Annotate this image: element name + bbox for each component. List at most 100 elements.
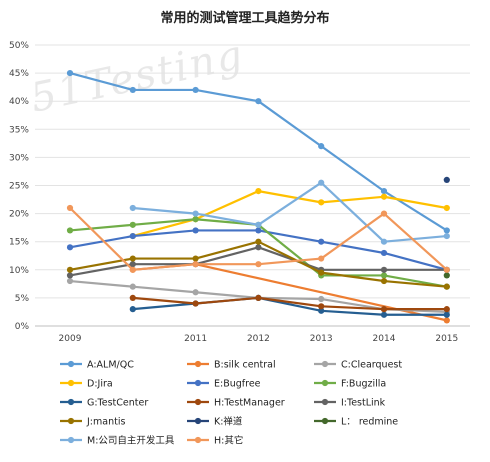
legend-label: B:silk central bbox=[214, 360, 276, 371]
legend-item: E:Bugfree bbox=[187, 379, 261, 390]
legend-item: A:ALM/QC bbox=[60, 360, 134, 371]
data-point bbox=[129, 232, 136, 240]
data-point bbox=[380, 193, 388, 200]
data-point bbox=[443, 204, 450, 212]
series-line bbox=[132, 181, 447, 243]
x-tick-label: 2015 bbox=[435, 334, 458, 344]
legend-label: I:TestLink bbox=[341, 398, 386, 409]
x-tick-label: 2012 bbox=[247, 334, 270, 344]
x-tick-label: 2011 bbox=[184, 334, 207, 344]
legend-swatch-marker bbox=[194, 417, 202, 425]
data-point bbox=[129, 261, 136, 268]
data-point bbox=[318, 143, 325, 150]
data-point bbox=[380, 238, 388, 245]
legend-item: F:Bugzilla bbox=[314, 379, 386, 390]
data-point bbox=[129, 266, 136, 273]
data-point bbox=[380, 277, 388, 285]
series-7 bbox=[129, 294, 450, 313]
data-point bbox=[443, 306, 450, 313]
series-12 bbox=[129, 179, 450, 245]
legend-swatch-marker bbox=[321, 379, 329, 387]
legend-swatch-marker bbox=[194, 436, 202, 444]
data-point bbox=[192, 261, 199, 268]
data-point bbox=[129, 283, 136, 290]
series-layer bbox=[66, 70, 450, 324]
legend-item: B:silk central bbox=[187, 360, 276, 371]
y-tick-label: 10% bbox=[9, 266, 29, 276]
data-point bbox=[192, 255, 199, 262]
legend-label: F:Bugzilla bbox=[341, 379, 386, 390]
data-point bbox=[318, 238, 325, 245]
data-point bbox=[66, 227, 74, 234]
data-point bbox=[255, 261, 262, 268]
legend-item: L： redmine bbox=[314, 417, 398, 428]
y-tick-label: 25% bbox=[9, 182, 29, 192]
x-tick-label: 2014 bbox=[373, 334, 396, 344]
series-line bbox=[132, 296, 447, 316]
data-point bbox=[318, 307, 325, 314]
legend-label: K:禅道 bbox=[214, 416, 243, 428]
legend-item: J:mantis bbox=[60, 417, 125, 428]
data-point bbox=[255, 238, 262, 245]
legend-item: H:TestManager bbox=[187, 398, 285, 409]
y-axis-ticks: 0% 5% 10% 15% 20% 25% 30% 35% 40% 45% 50% bbox=[9, 41, 29, 332]
legend-swatch-marker bbox=[67, 436, 75, 444]
data-point bbox=[318, 269, 325, 276]
y-tick-label: 30% bbox=[9, 153, 29, 163]
data-point bbox=[443, 272, 450, 279]
y-tick-label: 45% bbox=[9, 69, 29, 79]
legend-swatch-marker bbox=[67, 360, 75, 368]
legend-label: C:Clearquest bbox=[341, 360, 402, 371]
y-tick-label: 15% bbox=[9, 238, 29, 248]
data-point bbox=[66, 244, 74, 251]
data-point bbox=[192, 216, 199, 223]
legend-swatch-marker bbox=[67, 379, 75, 387]
legend-swatch-marker bbox=[67, 417, 75, 425]
legend-item: C:Clearquest bbox=[314, 360, 402, 371]
legend-label: E:Bugfree bbox=[214, 379, 261, 390]
data-point bbox=[192, 289, 199, 296]
data-point bbox=[380, 210, 388, 217]
legend-item: H:其它 bbox=[187, 435, 243, 447]
data-point bbox=[380, 266, 388, 273]
data-point bbox=[129, 255, 136, 262]
legend-label: G:TestCenter bbox=[87, 398, 148, 409]
series-line bbox=[132, 190, 447, 238]
x-tick-label: 2013 bbox=[310, 334, 333, 344]
legend-label: A:ALM/QC bbox=[87, 360, 134, 371]
data-point bbox=[443, 176, 450, 183]
series-0 bbox=[66, 70, 450, 234]
data-point bbox=[318, 303, 325, 310]
series-11 bbox=[443, 272, 450, 279]
data-point bbox=[129, 221, 136, 228]
data-point bbox=[129, 86, 136, 94]
legend-item: D:Jira bbox=[60, 379, 113, 390]
legend-swatch-marker bbox=[67, 398, 75, 406]
legend-swatch-marker bbox=[194, 398, 202, 406]
legend-label: J:mantis bbox=[86, 417, 125, 428]
data-point bbox=[66, 266, 74, 273]
data-point bbox=[66, 204, 74, 212]
y-tick-label: 35% bbox=[9, 125, 29, 135]
legend-label: L： redmine bbox=[341, 417, 398, 428]
series-line bbox=[132, 296, 447, 311]
data-point bbox=[443, 266, 450, 273]
data-point bbox=[129, 306, 136, 313]
legend-item: K:禅道 bbox=[187, 416, 243, 428]
data-point bbox=[255, 227, 262, 234]
data-point bbox=[129, 204, 136, 212]
data-point bbox=[192, 210, 199, 217]
data-point bbox=[66, 272, 74, 279]
legend-swatch-marker bbox=[321, 360, 329, 368]
data-point bbox=[380, 306, 388, 313]
series-13 bbox=[66, 204, 450, 273]
legend-swatch-marker bbox=[321, 417, 329, 425]
series-9 bbox=[66, 238, 450, 290]
x-axis-ticks: 2009 2011 2012 2013 2014 2015 bbox=[59, 334, 459, 344]
data-point bbox=[443, 317, 450, 324]
x-tick-label: 2009 bbox=[59, 334, 82, 344]
series-10 bbox=[443, 176, 450, 183]
legend: A:ALM/QC B:silk central C:Clearquest D:Jira… bbox=[60, 360, 402, 447]
data-point bbox=[318, 295, 325, 303]
